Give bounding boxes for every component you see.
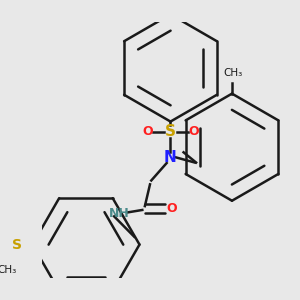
- Text: NH: NH: [109, 207, 130, 220]
- Text: CH₃: CH₃: [224, 68, 243, 78]
- Text: CH₃: CH₃: [0, 265, 16, 275]
- Text: N: N: [164, 150, 177, 165]
- Text: O: O: [188, 125, 199, 138]
- Text: S: S: [12, 238, 22, 252]
- Text: O: O: [142, 125, 153, 138]
- Text: S: S: [165, 124, 176, 139]
- Text: O: O: [167, 202, 177, 215]
